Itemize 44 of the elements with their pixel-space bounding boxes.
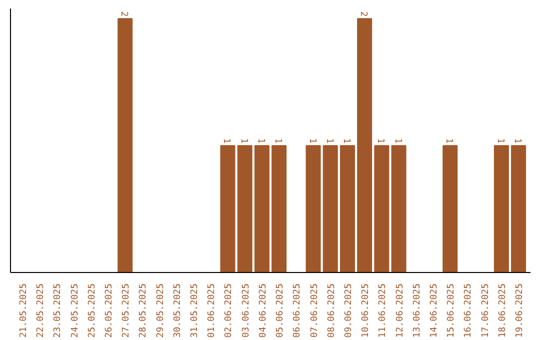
x-tick-label: 19.06.2025 bbox=[515, 283, 526, 338]
data-label: 1 bbox=[444, 138, 454, 144]
data-label: 1 bbox=[375, 138, 386, 144]
x-tick-label: 23.05.2025 bbox=[53, 283, 64, 338]
x-tick-label: 15.06.2025 bbox=[446, 283, 457, 338]
x-tick-label: 25.05.2025 bbox=[87, 283, 98, 338]
x-tick-label: 31.05.2025 bbox=[190, 283, 200, 338]
x-tick-label: 08.06.2025 bbox=[326, 283, 337, 338]
x-tick-label: 18.06.2025 bbox=[498, 283, 508, 338]
x-tick-label: 17.06.2025 bbox=[480, 283, 491, 338]
x-tick-label: 28.05.2025 bbox=[138, 283, 149, 338]
data-label: 1 bbox=[392, 138, 402, 144]
data-label: 1 bbox=[306, 138, 317, 144]
data-label: 1 bbox=[494, 138, 505, 144]
x-tick-label: 13.06.2025 bbox=[412, 283, 422, 338]
data-label: 1 bbox=[340, 138, 351, 144]
x-tick-label: 02.06.2025 bbox=[224, 283, 234, 338]
x-tick-label: 30.05.2025 bbox=[172, 283, 183, 338]
x-tick-label: 16.06.2025 bbox=[464, 283, 474, 338]
x-tick-label: 06.06.2025 bbox=[292, 283, 303, 338]
x-tick-label: 07.06.2025 bbox=[310, 283, 320, 338]
x-tick-label: 05.06.2025 bbox=[276, 283, 286, 338]
x-tick-label: 26.05.2025 bbox=[104, 283, 114, 338]
x-tick-label: 21.05.2025 bbox=[18, 283, 29, 338]
x-tick-label: 01.06.2025 bbox=[207, 283, 218, 338]
data-label: 1 bbox=[221, 138, 232, 144]
x-tick-label: 24.05.2025 bbox=[70, 283, 80, 338]
x-tick-label: 03.06.2025 bbox=[241, 283, 252, 338]
x-tick-label: 09.06.2025 bbox=[344, 283, 354, 338]
data-label: 1 bbox=[255, 138, 266, 144]
x-tick-label: 27.05.2025 bbox=[122, 283, 132, 338]
data-label: 2 bbox=[358, 11, 368, 17]
x-tick-label: 14.06.2025 bbox=[430, 283, 440, 338]
x-tick-label: 04.06.2025 bbox=[258, 283, 268, 338]
data-label: 2 bbox=[118, 11, 129, 17]
data-label: 1 bbox=[272, 138, 283, 144]
data-label: 1 bbox=[512, 138, 522, 144]
data-label: 1 bbox=[324, 138, 334, 144]
x-tick-label: 10.06.2025 bbox=[361, 283, 372, 338]
x-tick-label: 11.06.2025 bbox=[378, 283, 388, 338]
x-tick-label: 29.05.2025 bbox=[156, 283, 166, 338]
data-label: 1 bbox=[238, 138, 248, 144]
x-tick-label: 12.06.2025 bbox=[395, 283, 406, 338]
x-tick-label: 22.05.2025 bbox=[36, 283, 46, 338]
